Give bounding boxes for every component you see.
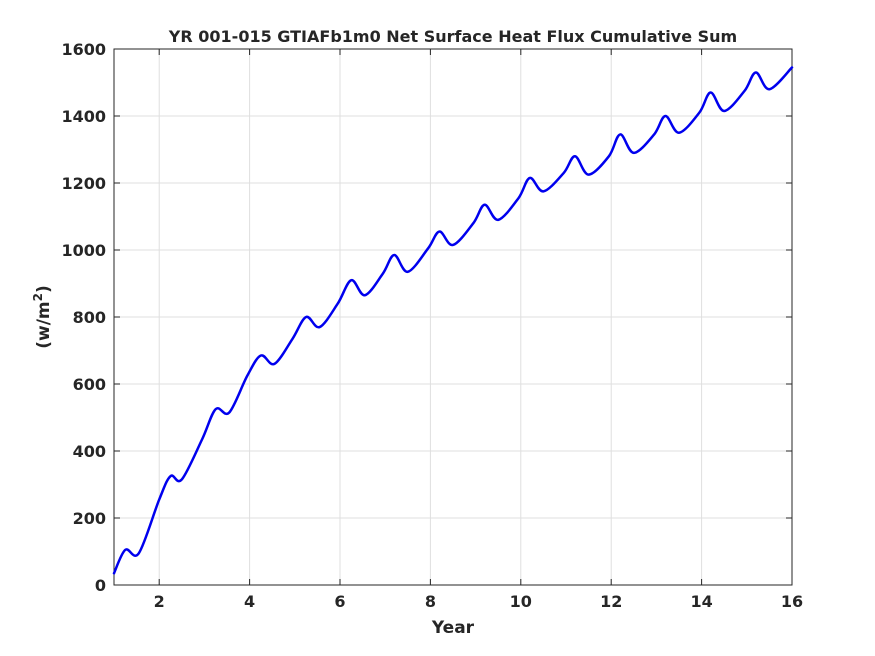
x-axis-label: Year [431, 618, 475, 638]
y-tick-label: 200 [73, 509, 106, 528]
y-tick-label: 1200 [61, 174, 106, 193]
y-tick-label: 1600 [61, 40, 106, 59]
y-axis-label-prefix: (w/m [34, 301, 54, 348]
y-tick-label: 600 [73, 375, 106, 394]
y-tick-label: 1000 [61, 241, 106, 260]
y-tick-label: 1400 [61, 107, 106, 126]
series-line [112, 66, 794, 575]
x-tick-label: 2 [154, 592, 165, 611]
chart-title: YR 001-015 GTIAFb1m0 Net Surface Heat Fl… [168, 27, 737, 46]
x-tick-label: 4 [244, 592, 255, 611]
x-tick-label: 10 [510, 592, 532, 611]
y-axis-label-superscript: 2 [31, 293, 45, 301]
tick-labels: 2 4 6 8 10 12 14 16 0 200 400 600 800 1000 1200 1400 160… [61, 40, 803, 611]
x-tick-label: 6 [334, 592, 345, 611]
y-tick-label: 0 [95, 576, 106, 595]
y-axis-label-suffix: ) [34, 285, 54, 293]
x-tick-label: 8 [425, 592, 436, 611]
y-tick-label: 400 [73, 442, 106, 461]
x-tick-label: 14 [690, 592, 712, 611]
y-tick-label: 800 [73, 308, 106, 327]
y-axis-label: (w/m2) [31, 285, 54, 349]
x-tick-label: 16 [781, 592, 803, 611]
x-tick-label: 12 [600, 592, 622, 611]
grid [114, 48, 793, 586]
plot-area-frame [113, 48, 793, 586]
